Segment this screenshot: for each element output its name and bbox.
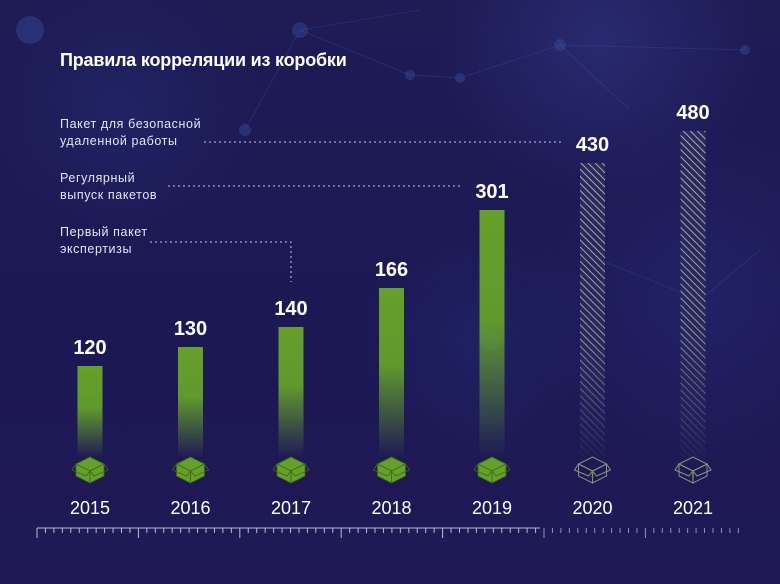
value-label-2015: 120 bbox=[73, 337, 106, 359]
annotation-line: экспертизы bbox=[60, 242, 133, 256]
value-label-2019: 301 bbox=[475, 181, 508, 203]
box-icon bbox=[372, 456, 411, 484]
box-outline-icon bbox=[674, 456, 712, 484]
bar-2019 bbox=[479, 210, 505, 458]
year-label-2015: 2015 bbox=[70, 498, 110, 518]
bar-2018 bbox=[379, 288, 404, 458]
annotation-line: Пакет для безопасной bbox=[60, 117, 202, 131]
bar-2015 bbox=[77, 366, 103, 458]
box-icon bbox=[171, 456, 210, 484]
year-label-2016: 2016 bbox=[170, 498, 210, 518]
year-label-2020: 2020 bbox=[572, 498, 612, 518]
bar-2017 bbox=[278, 327, 304, 458]
box-icon bbox=[71, 456, 109, 484]
connector-first-expertise bbox=[150, 241, 292, 282]
bar-2020 bbox=[580, 163, 605, 458]
year-label-2021: 2021 bbox=[673, 498, 713, 518]
annotation-remote-work: Пакет для безопасной удаленной работы bbox=[60, 116, 201, 150]
value-label-2021: 480 bbox=[676, 102, 709, 124]
chart-title: Правила корреляции из коробки bbox=[60, 50, 347, 70]
year-label-2017: 2017 bbox=[271, 498, 311, 518]
value-label-2020: 430 bbox=[576, 134, 609, 156]
year-label-2019: 2019 bbox=[472, 498, 512, 518]
bar-2016 bbox=[178, 347, 203, 458]
box-icon bbox=[272, 456, 310, 484]
annotation-regular-releases: Регулярный выпуск пакетов bbox=[60, 170, 157, 204]
value-label-2016: 130 bbox=[174, 318, 207, 340]
annotation-line: Регулярный bbox=[60, 171, 136, 185]
annotation-line: выпуск пакетов bbox=[60, 188, 158, 202]
box-icon bbox=[473, 456, 511, 484]
box-outline-icon bbox=[573, 456, 612, 484]
value-label-2017: 140 bbox=[274, 298, 307, 320]
annotation-line: Первый пакет bbox=[60, 225, 148, 239]
value-label-2018: 166 bbox=[375, 259, 408, 281]
annotation-line: удаленной работы bbox=[60, 134, 178, 148]
bar-2021 bbox=[680, 131, 706, 458]
annotation-first-expertise: Первый пакет экспертизы bbox=[60, 224, 148, 258]
year-label-2018: 2018 bbox=[371, 498, 411, 518]
